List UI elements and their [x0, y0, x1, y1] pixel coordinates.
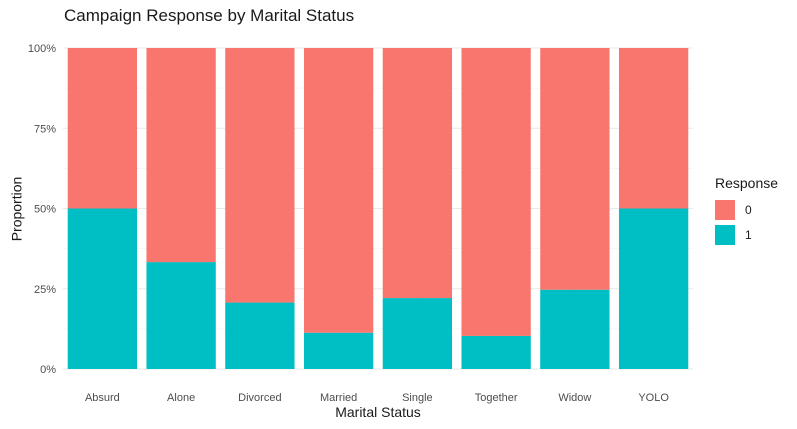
bar-together-response-1 [461, 335, 531, 369]
x-tick-label: Widow [558, 392, 591, 404]
legend-swatch [715, 224, 735, 245]
legend: Response 0 1 [715, 175, 795, 247]
y-tick-label: 75% [34, 123, 56, 135]
x-tick-label: YOLO [638, 392, 669, 404]
bar-married-response-0 [303, 48, 374, 333]
x-tick-label: Single [402, 392, 433, 404]
y-tick-label: 100% [28, 43, 56, 55]
bar-divorced-response-1 [225, 302, 295, 369]
bar-married-response-1 [303, 332, 374, 369]
x-tick-label: Together [475, 392, 518, 404]
y-tick-label: 25% [34, 284, 56, 296]
legend-label: 0 [745, 202, 752, 217]
chart-title: Campaign Response by Marital Status [64, 6, 355, 25]
y-tick-label: 0% [40, 364, 56, 376]
bar-absurd-response-1 [67, 208, 138, 369]
x-tick-label: Alone [167, 392, 195, 404]
bar-alone-response-1 [146, 262, 216, 369]
y-tick-label: 50% [34, 204, 56, 216]
bar-absurd-response-0 [67, 48, 138, 209]
x-tick-label: Married [320, 392, 357, 404]
x-tick-label: Absurd [85, 392, 120, 404]
bar-together-response-0 [461, 48, 531, 336]
legend-label: 1 [745, 227, 752, 242]
x-tick-label: Divorced [238, 392, 281, 404]
bar-divorced-response-0 [225, 48, 295, 303]
bar-yolo-response-1 [618, 208, 689, 369]
bar-single-response-0 [382, 48, 453, 299]
bar-alone-response-0 [146, 48, 216, 263]
legend-title: Response [715, 175, 779, 191]
legend-item: 0 [715, 197, 795, 222]
legend-item: 1 [715, 222, 795, 247]
legend-swatch [715, 199, 735, 220]
bar-widow-response-0 [540, 48, 610, 290]
bar-widow-response-1 [540, 289, 610, 369]
bar-single-response-1 [382, 298, 453, 369]
bar-yolo-response-0 [618, 48, 689, 209]
